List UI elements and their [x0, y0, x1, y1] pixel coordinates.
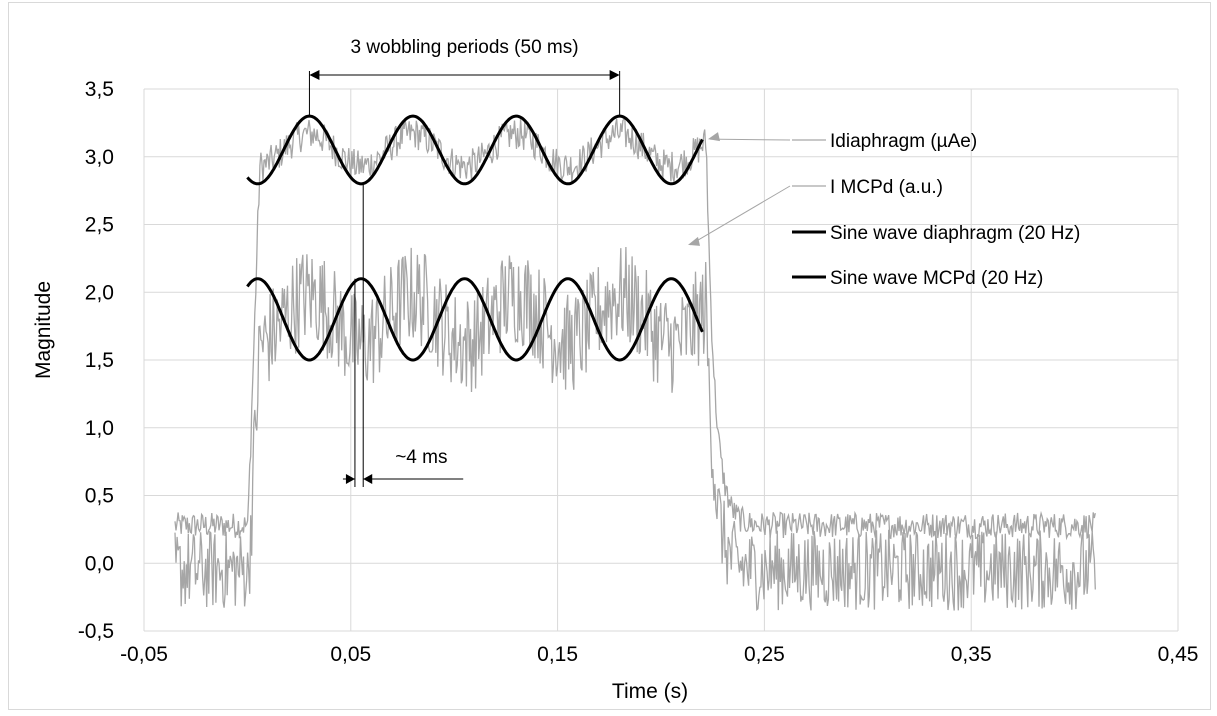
y-tick-label: 1,0 [85, 417, 114, 440]
x-axis-title: Time (s) [612, 680, 688, 703]
legend-label: Idiaphragm (µAe) [830, 131, 977, 152]
legend-label: I MCPd (a.u.) [830, 177, 943, 198]
x-tick-label: 0,35 [951, 643, 992, 666]
legend-leader [689, 185, 791, 246]
y-tick-label: 0,0 [85, 552, 114, 575]
series-line [174, 118, 1096, 541]
chart-area [8, 2, 1211, 710]
arrowhead [708, 132, 720, 142]
y-tick-label: 3,0 [85, 146, 114, 169]
x-tick-label: -0,05 [120, 643, 168, 666]
y-tick-label: 2,0 [85, 281, 114, 304]
legend-label: Sine wave MCPd (20 Hz) [830, 268, 1043, 289]
x-tick-label: 0,05 [330, 643, 371, 666]
legend-label: Sine wave diaphragm (20 Hz) [830, 223, 1080, 244]
annotation-layer: 3 wobbling periods (50 ms) ~4 ms [308, 37, 621, 487]
annotation-label: 3 wobbling periods (50 ms) [350, 37, 578, 58]
arrowhead [363, 474, 373, 484]
x-tick-label: 0,45 [1158, 643, 1199, 666]
arrowhead [688, 236, 700, 246]
y-tick-label: -0,5 [78, 620, 114, 643]
legend: Idiaphragm (µAe) I MCPd (a.u.) Sine wave d… [688, 131, 1080, 289]
tick-labels: -0,5 0,0 0,5 1,0 1,5 2,0 2,5 3,0 3,5 -0,05 0,05 0,1… [78, 78, 1199, 666]
y-tick-label: 2,5 [85, 214, 114, 237]
arrowhead [309, 70, 320, 80]
y-tick-label: 3,5 [85, 78, 114, 101]
x-tick-label: 0,15 [537, 643, 578, 666]
series-layer [174, 114, 1096, 612]
y-axis-title: Magnitude [32, 281, 55, 379]
arrowhead [345, 474, 355, 484]
y-tick-label: 1,5 [85, 349, 114, 372]
arrowhead [609, 70, 620, 80]
annotation-label: ~4 ms [395, 447, 447, 468]
series-line [246, 114, 704, 186]
x-tick-label: 0,25 [744, 643, 785, 666]
y-tick-label: 0,5 [85, 485, 114, 508]
series-line [174, 246, 1096, 612]
series-line [246, 277, 704, 362]
legend-leader [709, 138, 791, 141]
